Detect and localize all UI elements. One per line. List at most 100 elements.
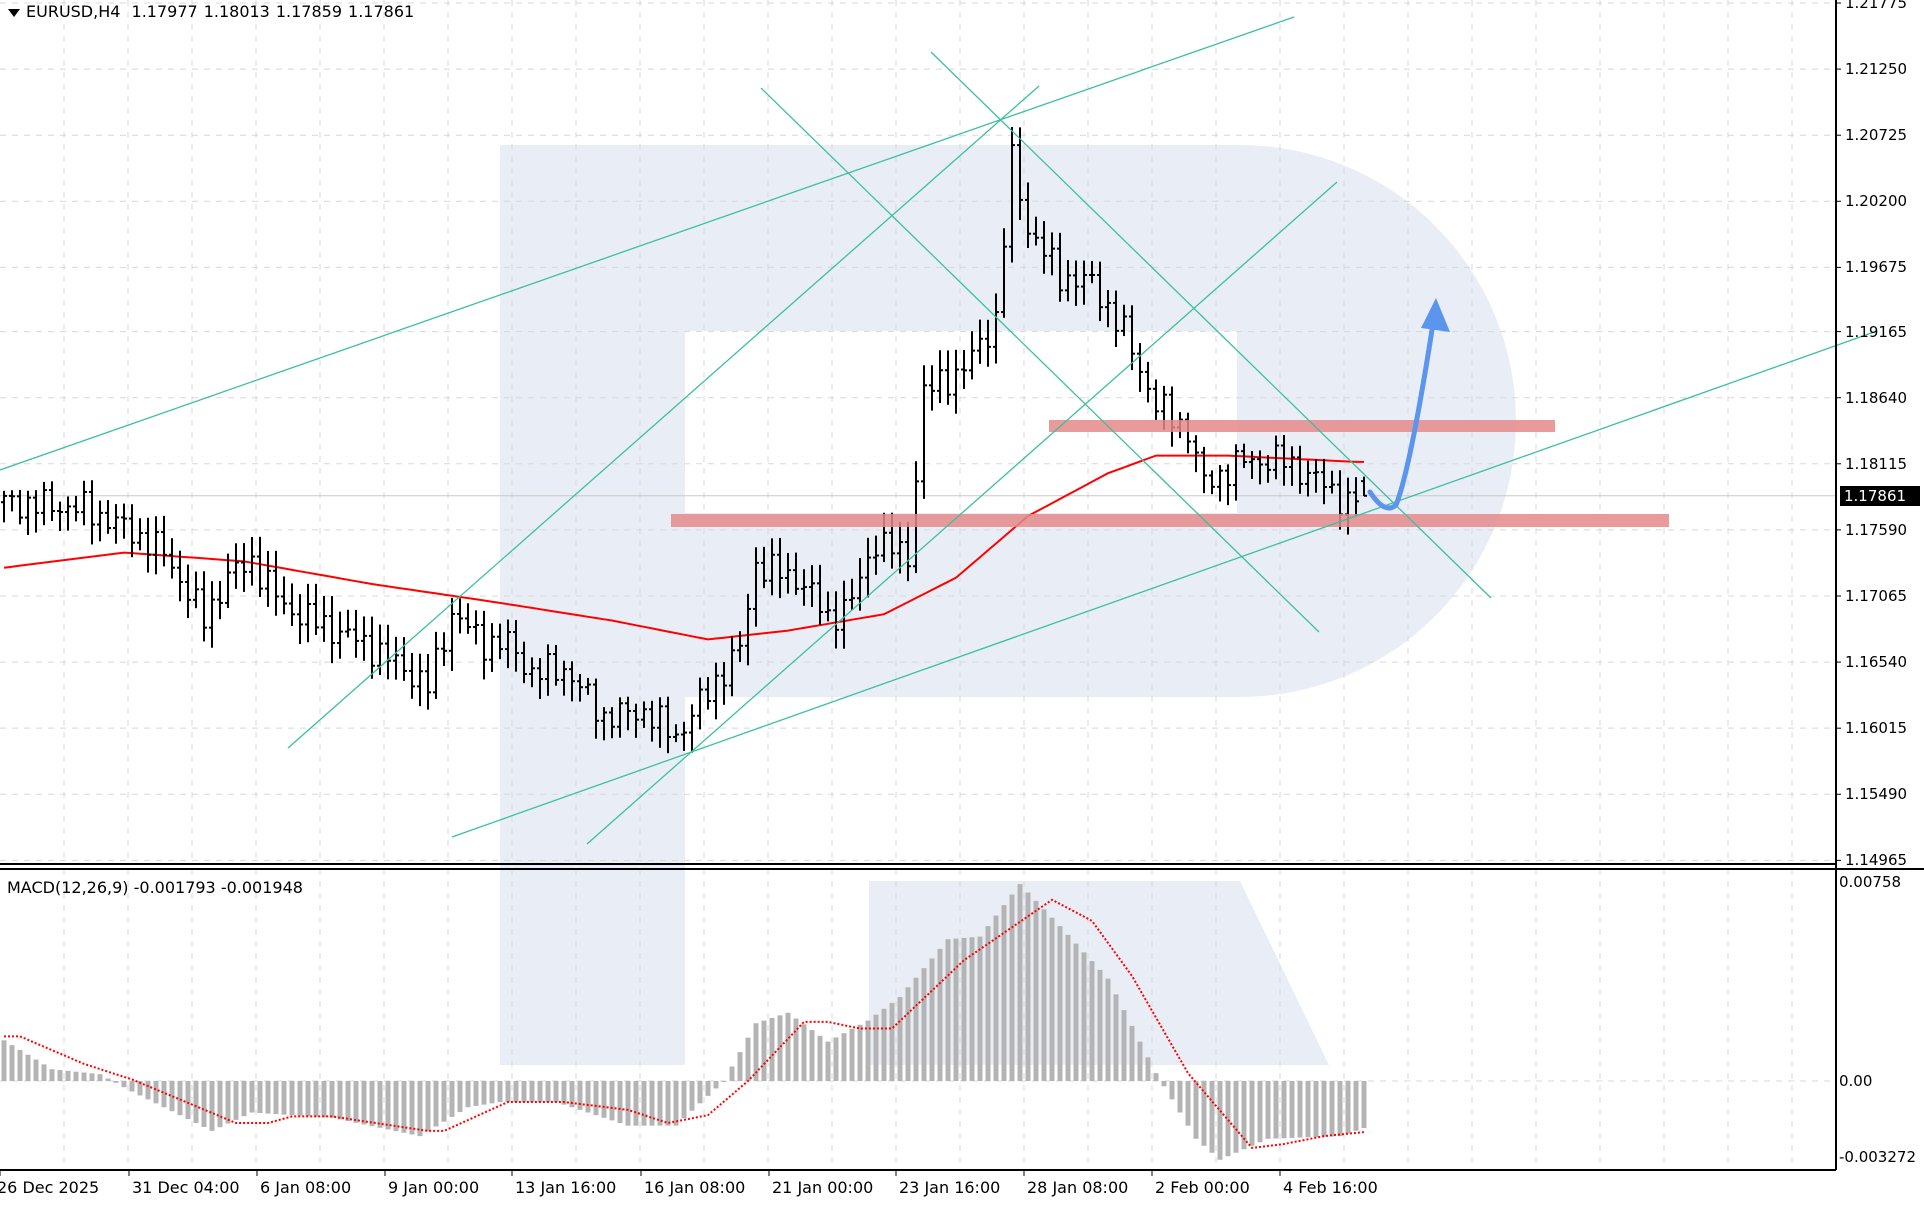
macd-histogram-bar [241,1081,247,1117]
macd-histogram-bar [1137,1041,1143,1081]
ohlc-bar [897,521,903,574]
macd-histogram-bar [289,1081,295,1116]
ohlc-bar [225,553,231,609]
macd-histogram-bar [1177,1081,1183,1113]
ohlc-bar [953,349,959,414]
ohlc-bar [417,653,423,707]
macd-histogram-bar [297,1081,303,1116]
macd-histogram-bar [89,1073,95,1081]
macd-histogram-bar [601,1081,607,1118]
macd-histogram-bar [1105,978,1111,1081]
trendline [930,51,1492,599]
ohlc-bar [497,623,503,660]
ohlc-bar [1105,290,1111,328]
macd-histogram-bar [929,958,935,1081]
ohlc-bar [1201,446,1207,494]
macd-histogram-bar [1025,892,1031,1081]
ohlc-bar [985,319,991,367]
trendlines-layer[interactable] [0,16,1878,845]
macd-histogram-bar [401,1081,407,1133]
macd-histogram-bar [425,1081,431,1132]
macd-histogram-bar [641,1081,647,1126]
moving-average-line [3,454,1364,641]
ohlc-bar [961,349,967,389]
ohlc-bar [689,704,695,753]
ohlc-bar [265,550,271,607]
macd-histogram-bar [585,1081,591,1113]
ohlc-bar [385,624,391,680]
macd-histogram-bar [385,1081,391,1130]
macd-histogram-bar [1153,1073,1159,1081]
macd-histogram-bar [1033,900,1039,1081]
macd-histogram-bar [833,1037,839,1081]
macd-histogram-bar [649,1081,655,1126]
macd-tick-label: 0.00758 [1839,873,1902,891]
ohlc-bar [1281,435,1287,486]
macd-histogram-bar [1129,1025,1135,1081]
zones-layer[interactable] [671,420,1669,527]
ohlc-bar [97,500,103,542]
macd-layer [1,884,1367,1160]
macd-histogram-bar [225,1081,231,1124]
macd-tick-label: 0.00 [1839,1072,1873,1090]
macd-histogram-bar [81,1072,87,1081]
macd-histogram-bar [449,1081,455,1117]
macd-histogram-bar [57,1070,63,1081]
dropdown-triangle-icon[interactable] [8,8,20,17]
ohlc-bar [633,703,639,738]
macd-histogram-bar [465,1081,471,1108]
ohlc-bar [857,557,863,611]
ohlc-bar [537,657,543,699]
macd-histogram-bar [1289,1081,1295,1138]
macd-histogram-bar [793,1018,799,1081]
ohlc-bar [793,552,799,595]
trendline [451,330,1878,838]
macd-histogram-bar [849,1029,855,1081]
ohlc-bar [89,480,95,545]
macd-histogram-bar [1081,952,1087,1081]
ohlc-bar [1121,304,1127,337]
ohlc-bar [681,721,687,751]
macd-histogram-bar [945,939,951,1081]
macd-histogram-bar [169,1081,175,1112]
ohlc-bar [521,641,527,684]
ohlc-bar [369,616,375,679]
macd-histogram-bar [129,1081,135,1092]
ohlc-bar [1065,260,1071,302]
macd-histogram-bar [145,1081,151,1100]
trendline [0,16,1295,471]
macd-histogram-bar [1225,1081,1231,1157]
price-tick-label: 1.18640 [1845,388,1908,407]
macd-histogram-bar [1097,969,1103,1081]
ohlc-bar [761,546,767,589]
macd-histogram-bar [569,1081,575,1108]
macd-histogram-bar [1209,1081,1215,1153]
price-tick-label: 1.21775 [1845,0,1908,12]
ohlc-bar [785,552,791,594]
watermark-logo [500,145,1516,1065]
macd-histogram-bar [889,1002,895,1081]
macd-histogram-bar [1321,1081,1327,1137]
macd-histogram-bar [905,987,911,1081]
ohlc-bar [993,293,999,364]
ohlc-bar [1073,260,1079,306]
macd-histogram-bar [785,1012,791,1081]
macd-histogram-bar [961,937,967,1081]
ohlc-bar [625,696,631,731]
forecast-arrow [1367,327,1435,511]
macd-histogram-bar [233,1081,239,1120]
macd-histogram-bar [1337,1081,1343,1137]
ohlc-bar [505,619,511,669]
macd-name: MACD(12,26,9) [7,878,129,897]
macd-histogram-bar [153,1081,159,1104]
ohlc-bar [137,518,143,551]
ohlc-bar [201,571,207,642]
macd-histogram-bar [809,1030,815,1081]
ohlc-bar [169,538,175,579]
macd-histogram-bar [1113,994,1119,1081]
macd-histogram-bar [313,1081,319,1117]
ohlc-bar [289,583,295,626]
ohlc-bar [113,504,119,544]
macd-histogram-bar [1217,1081,1223,1160]
